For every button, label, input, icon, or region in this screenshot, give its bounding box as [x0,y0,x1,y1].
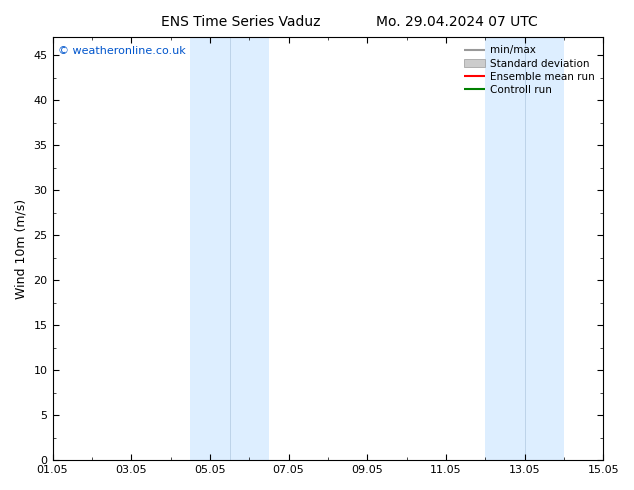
Bar [190,37,230,460]
Bar [485,37,524,460]
Legend: min/max, Standard deviation, Ensemble mean run, Controll run: min/max, Standard deviation, Ensemble me… [461,42,598,98]
Bar [230,37,269,460]
Text: © weatheronline.co.uk: © weatheronline.co.uk [58,46,186,55]
Y-axis label: Wind 10m (m/s): Wind 10m (m/s) [15,198,28,299]
Text: ENS Time Series Vaduz: ENS Time Series Vaduz [161,15,321,29]
Text: Mo. 29.04.2024 07 UTC: Mo. 29.04.2024 07 UTC [375,15,538,29]
Bar [524,37,564,460]
